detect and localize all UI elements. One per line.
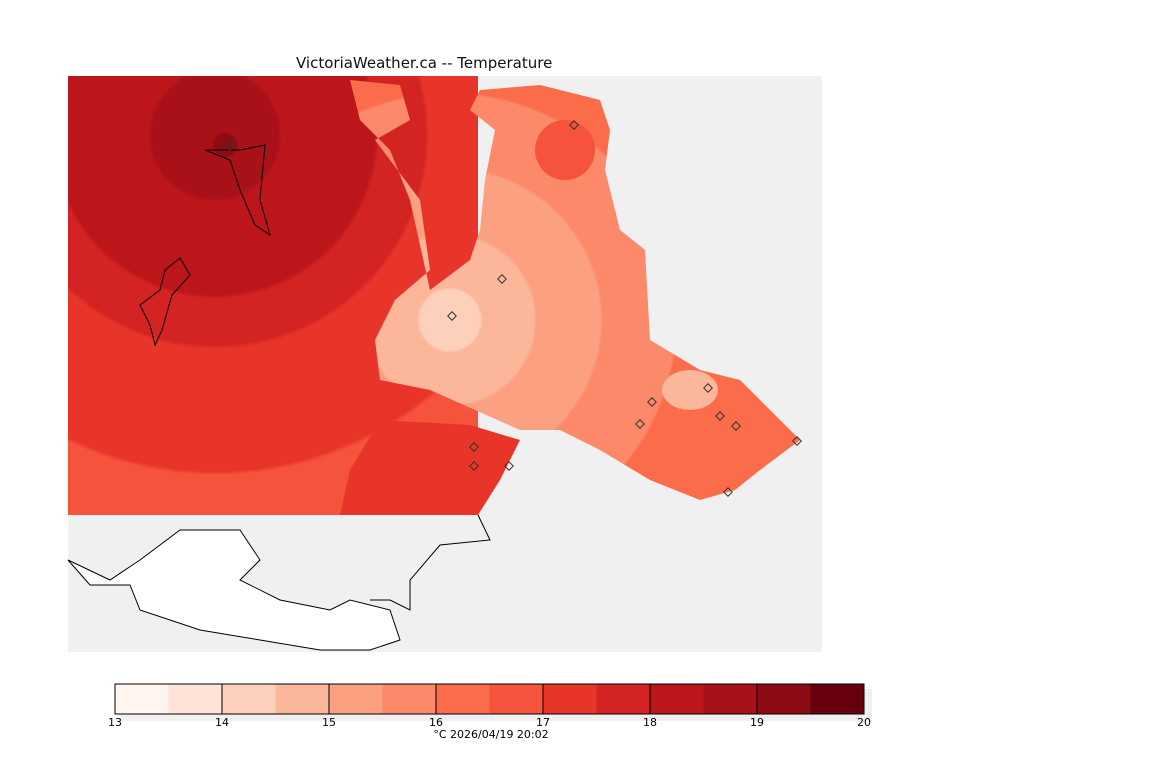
colorbar-swatch [489,684,544,714]
colorbar-swatch [543,684,597,714]
coastline-lake [204,144,271,237]
colorbar-swatch [275,684,330,714]
colorbar-swatch [596,684,651,714]
colorbar-swatch [115,684,169,714]
map-title: VictoriaWeather.ca -- Temperature [296,54,553,72]
coastline-south [370,514,491,611]
colorbar-tick-label: 15 [322,716,336,729]
warm-spot-north [535,120,595,180]
colorbar-caption: °C 2026/04/19 20:02 [433,728,548,741]
colorbar-swatch [329,684,383,714]
colorbar-tick-label: 16 [429,716,443,729]
map-area [67,76,822,652]
colorbar-tick-label: 19 [750,716,764,729]
colorbar-swatch [222,684,276,714]
colorbar-swatch [436,684,490,714]
coastline-inlet [139,257,191,347]
station-markers [225,120,802,497]
colorbar-swatch [382,684,437,714]
colorbar-swatch [650,684,704,714]
cool-spot-east [662,370,718,410]
land-outside-domain [67,529,401,651]
colorbar-swatch [810,684,865,714]
colorbar-tick-label: 20 [857,716,871,729]
colorbar: 13 14 15 16 17 18 19 20 °C 2026/04/19 20:02 [108,683,872,741]
colorbar-swatch [168,684,223,714]
colorbar-swatch [703,684,758,714]
colorbar-tick-label: 13 [108,716,122,729]
colorbar-swatch [757,684,811,714]
warm-core [213,133,237,157]
colorbar-tick-label: 17 [536,716,550,729]
colorbar-tick-label: 18 [643,716,657,729]
colorbar-tick-label: 14 [215,716,229,729]
